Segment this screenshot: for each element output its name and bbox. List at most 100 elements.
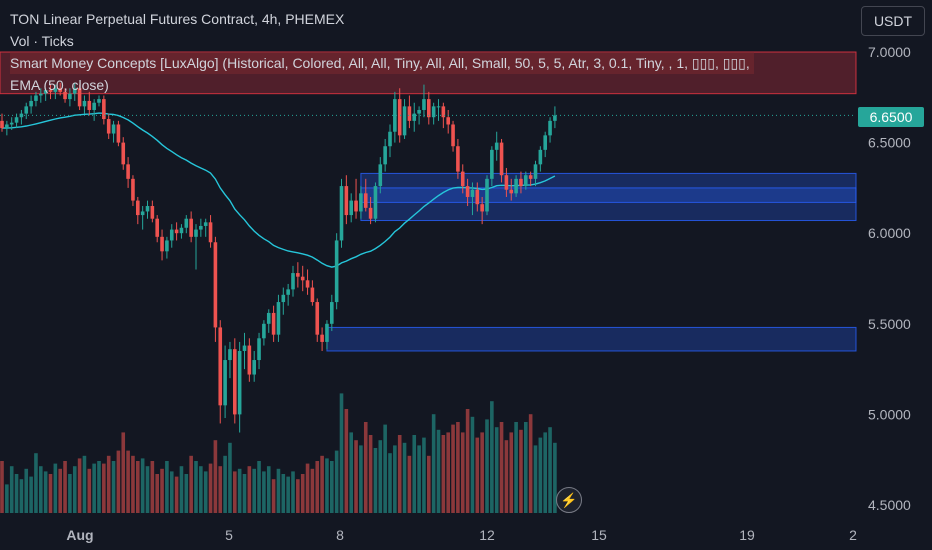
volume-bar <box>456 422 460 513</box>
candle-body <box>63 91 67 100</box>
candle-body <box>281 294 286 303</box>
volume-bar <box>48 474 53 513</box>
candle-body <box>39 93 43 96</box>
volume-bar <box>228 442 232 513</box>
volume-bar <box>29 476 33 513</box>
volume-bar <box>514 422 518 513</box>
candle-body <box>460 171 465 187</box>
smc-indicator-label[interactable]: Smart Money Concepts [LuxAlgo] (Historic… <box>10 52 754 74</box>
candle-body <box>189 218 193 237</box>
candle-body <box>0 120 4 129</box>
lightning-icon[interactable]: ⚡ <box>556 487 582 513</box>
volume-bar <box>310 468 315 513</box>
chart-legend: TON Linear Perpetual Futures Contract, 4… <box>10 8 754 96</box>
last-price-label: 6.6500 <box>858 107 924 127</box>
volume-bar <box>165 461 169 513</box>
currency-button[interactable]: USDT <box>861 6 925 36</box>
volume-bar <box>524 422 528 513</box>
volume-bar <box>242 474 247 513</box>
candle-body <box>485 178 489 212</box>
candle-body <box>116 124 121 143</box>
candle-body <box>160 236 164 252</box>
volume-bar <box>179 466 184 513</box>
volume-bar <box>5 484 9 513</box>
candle-body <box>43 90 48 94</box>
candle-body <box>262 323 266 339</box>
volume-bar <box>58 468 62 513</box>
candle-body <box>53 88 58 92</box>
candle-body <box>533 164 538 179</box>
volume-bar <box>373 448 378 513</box>
candle-body <box>383 146 387 165</box>
candle-body <box>296 273 300 277</box>
volume-bar <box>145 466 150 513</box>
candle-body <box>344 186 349 216</box>
volume-bar <box>553 442 557 513</box>
chart-title[interactable]: TON Linear Perpetual Futures Contract, 4… <box>10 11 345 27</box>
x-tick-label: 19 <box>739 527 755 543</box>
volume-bar <box>63 461 67 513</box>
candle-body <box>412 113 417 121</box>
candle-body <box>213 242 218 328</box>
x-tick-label: 5 <box>225 527 233 543</box>
candle-body <box>111 124 116 134</box>
candle-body <box>174 229 179 234</box>
x-tick-label: 8 <box>336 527 344 543</box>
volume-bar <box>485 419 489 513</box>
volume-bar <box>383 424 387 513</box>
volume-bar <box>213 440 218 513</box>
candle-body <box>271 312 276 335</box>
volume-bar <box>43 471 48 513</box>
volume-bar <box>199 466 203 513</box>
candle-body <box>427 99 431 118</box>
candle-body <box>14 117 19 123</box>
candle-body <box>422 99 426 110</box>
candle-body <box>102 99 106 120</box>
ema-indicator-label[interactable]: EMA (50, close) <box>10 77 109 93</box>
candle-body <box>87 100 92 110</box>
volume-bar <box>325 458 329 513</box>
candle-body <box>320 334 324 342</box>
volume-bar <box>320 455 324 513</box>
candle-body <box>300 276 305 281</box>
volume-bar <box>82 455 87 513</box>
y-tick-label: 4.5000 <box>868 497 911 513</box>
volume-bar <box>68 474 72 513</box>
candle-body <box>82 100 87 107</box>
candle-body <box>431 106 436 118</box>
candle-body <box>436 106 441 108</box>
volume-bar <box>490 401 494 513</box>
candle-body <box>34 95 38 101</box>
volume-bar <box>460 432 465 513</box>
volume-bar <box>475 437 480 513</box>
volume-bar <box>140 458 145 513</box>
candle-body <box>179 227 184 234</box>
volume-bar <box>543 432 547 513</box>
volume-bar <box>397 435 402 513</box>
volume-bar <box>19 479 24 513</box>
candle-body <box>456 146 460 172</box>
candle-body <box>446 117 450 125</box>
volume-bar <box>106 455 111 513</box>
candle-body <box>184 218 189 228</box>
volume-bar <box>116 450 121 513</box>
candle-body <box>155 218 159 237</box>
candle-body <box>165 240 169 252</box>
candle-body <box>203 222 208 226</box>
y-tick-label: 5.0000 <box>868 406 911 422</box>
volume-bar <box>169 471 174 513</box>
volume-bar <box>0 461 4 513</box>
x-tick-label: 12 <box>479 527 495 543</box>
candle-body <box>330 302 334 324</box>
candle-body <box>334 240 339 303</box>
volume-bar <box>519 429 523 513</box>
candle-body <box>106 119 111 134</box>
candle-body <box>494 142 499 150</box>
candle-body <box>402 106 407 136</box>
volume-bar <box>305 463 310 513</box>
volume-indicator-label[interactable]: Vol · Ticks <box>10 33 74 49</box>
candle-body <box>349 200 353 216</box>
candle-body <box>9 122 14 125</box>
candle-body <box>475 189 480 205</box>
candle-body <box>480 204 484 212</box>
